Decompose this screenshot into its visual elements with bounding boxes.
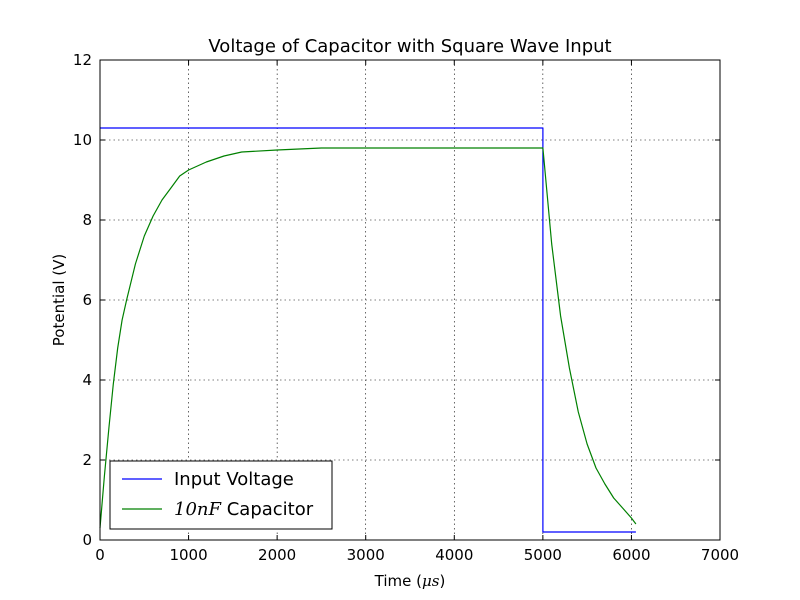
- y-tick-label: 0: [82, 531, 92, 549]
- x-axis-label-suffix: ): [439, 572, 445, 590]
- x-tick-label: 2000: [258, 546, 296, 564]
- x-tick-label: 6000: [612, 546, 650, 564]
- x-tick-label: 0: [95, 546, 105, 564]
- x-tick-label: 4000: [435, 546, 473, 564]
- y-axis-label: Potential (V): [50, 254, 68, 346]
- x-tick-label: 7000: [701, 546, 739, 564]
- y-tick-label: 4: [82, 371, 92, 389]
- series-line-input-voltage: [100, 127, 636, 533]
- legend-label-capacitor: 10nF Capacitor: [174, 499, 314, 520]
- axis-ticks: 0 1000 2000 3000 4000 5000 6000 7000 0 2 4 6 8 10 12: [73, 51, 739, 564]
- x-axis-label: Time (μs): [374, 572, 446, 590]
- legend-label-input-voltage: Input Voltage: [174, 469, 294, 490]
- y-tick-label: 8: [82, 211, 92, 229]
- plot-area-background: [100, 60, 720, 540]
- series-line-capacitor: [99, 147, 637, 529]
- legend-label-capacitor-text: Capacitor: [227, 499, 314, 520]
- x-tick-label: 5000: [524, 546, 562, 564]
- legend-label-capacitor-math: 10nF: [174, 499, 222, 520]
- x-tick-label: 1000: [169, 546, 207, 564]
- legend-box: [109, 460, 333, 530]
- series-layer: [99, 127, 637, 533]
- y-tick-label: 12: [73, 51, 92, 69]
- x-axis-label-prefix: Time (: [374, 572, 422, 590]
- y-tick-label: 10: [73, 131, 92, 149]
- y-tick-label: 6: [82, 291, 92, 309]
- x-axis-label-unit: μs: [422, 572, 440, 590]
- x-tick-label: 3000: [347, 546, 385, 564]
- legend: Input Voltage 10nF Capacitor: [109, 460, 333, 530]
- y-tick-label: 2: [82, 451, 92, 469]
- chart-title: Voltage of Capacitor with Square Wave In…: [208, 36, 611, 57]
